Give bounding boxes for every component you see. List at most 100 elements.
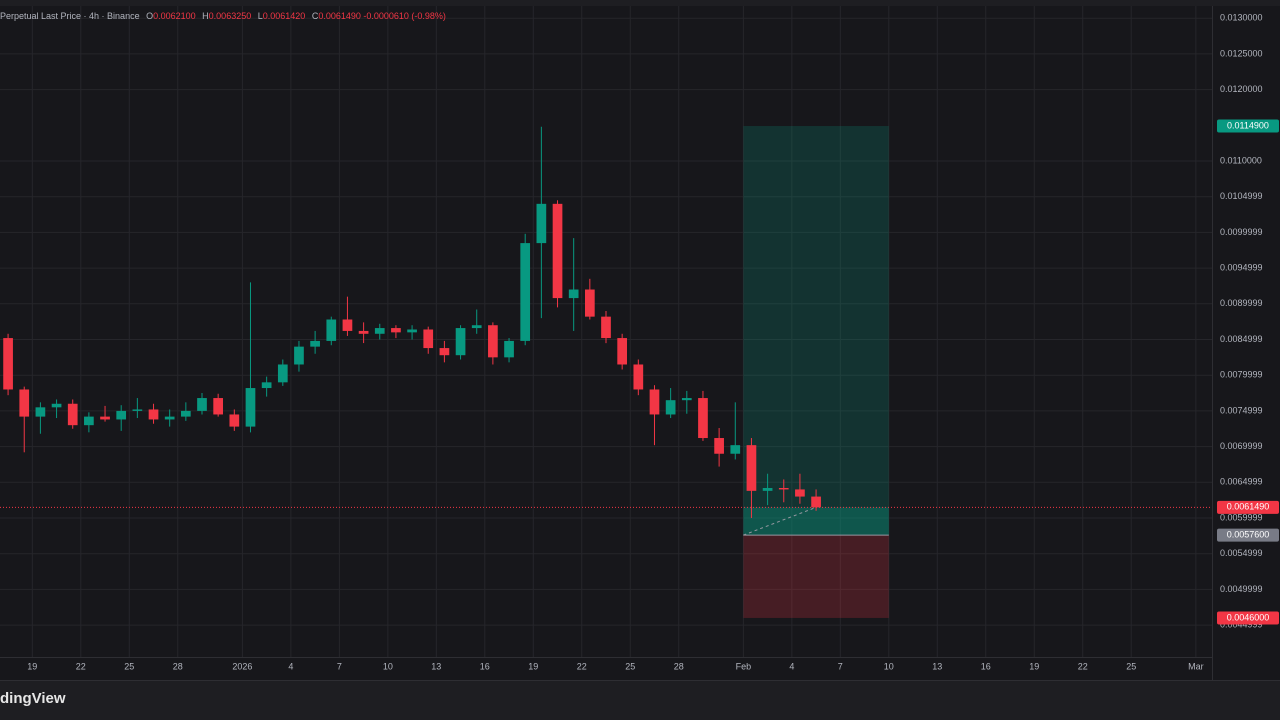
x-tick-label: 22: [577, 661, 587, 671]
x-tick-label: 16: [480, 661, 490, 671]
x-tick-label: 19: [1029, 661, 1039, 671]
legend-value: 0.0061490: [318, 11, 361, 21]
candle-body: [795, 489, 805, 497]
candle-body: [213, 398, 224, 415]
candle-body: [294, 346, 304, 365]
open-profit: [743, 507, 889, 536]
y-tick-label: 0.0074999: [1220, 405, 1263, 415]
y-tick-label: 0.0069999: [1220, 441, 1263, 451]
legend-key: O: [146, 11, 154, 21]
candle-body: [778, 488, 789, 490]
price-badge-label: 0.0114900: [1227, 120, 1269, 130]
price-badge: [1217, 528, 1279, 542]
x-tick-label: 7: [838, 661, 843, 671]
candle-body: [536, 203, 547, 244]
x-tick-label: 10: [884, 661, 894, 671]
legend-value: 0.0062100: [153, 11, 196, 21]
candle-body: [261, 382, 272, 389]
candle-body: [730, 445, 741, 454]
y-tick-label: 0.0059999: [1220, 512, 1263, 522]
x-tick-label: 4: [288, 661, 293, 671]
trade-path: [743, 506, 817, 536]
candle-body: [811, 496, 821, 508]
candle-body: [681, 398, 692, 401]
x-tick-label: 22: [1078, 661, 1088, 671]
y-tick-label: 0.0079999: [1220, 370, 1263, 380]
candle-body: [488, 325, 498, 358]
candle-body: [649, 389, 660, 415]
x-tick-label: 2026: [232, 661, 252, 671]
candle-body: [164, 416, 175, 420]
footer: dingView: [0, 680, 1280, 720]
candle-body: [455, 328, 466, 356]
x-tick-label: 4: [789, 661, 794, 671]
candle-body: [746, 445, 757, 491]
brand[interactable]: dingView: [0, 690, 66, 707]
candle-body: [552, 203, 563, 299]
candle-body: [423, 329, 434, 349]
candle-body: [358, 330, 369, 334]
candle-body: [3, 338, 13, 390]
legend-key: C: [311, 11, 319, 21]
candle-body: [762, 488, 773, 491]
legend-value: 0.0063250: [208, 11, 252, 21]
legend-key: H: [202, 11, 209, 21]
symbol: Perpetual Last Price · 4h · Binance: [0, 11, 140, 21]
x-tick-label: 22: [76, 661, 86, 671]
y-tick-label: 0.0049999: [1220, 584, 1263, 594]
y-tick-label: 0.0110000: [1220, 155, 1262, 165]
candle-body: [698, 398, 708, 439]
price-badge: [1217, 119, 1279, 133]
candle-body: [67, 403, 78, 426]
x-tick-label: 25: [124, 661, 134, 671]
candle-body: [245, 388, 256, 427]
candle-body: [714, 438, 724, 454]
x-tick-label: 19: [27, 661, 37, 671]
x-tick-label: 25: [1126, 661, 1136, 671]
y-tick-label: 0.0044999: [1220, 619, 1263, 629]
price-badge: [1217, 611, 1279, 625]
price-badge: [1217, 500, 1279, 514]
x-tick-label: 28: [674, 661, 684, 671]
x-tick-label: Mar: [1188, 661, 1204, 671]
x-tick-label: Feb: [736, 661, 752, 671]
y-tick-label: 0.0064999: [1220, 477, 1263, 487]
candle-body: [51, 403, 62, 408]
candle-body: [310, 340, 320, 347]
legend-key: L: [257, 11, 263, 21]
candle-body: [277, 364, 288, 383]
candle-body: [439, 348, 450, 356]
x-tick-label: 7: [337, 661, 342, 671]
y-tick-label: 0.0099999: [1220, 227, 1263, 237]
candle-body: [148, 409, 159, 420]
candle-body: [180, 410, 191, 417]
candle-body: [35, 407, 46, 417]
legend-change: -0.0000610 (-0.98%): [363, 11, 446, 21]
y-tick-label: 0.0089999: [1220, 298, 1263, 308]
price-badge-label: 0.0061490: [1227, 502, 1270, 512]
candle-body: [132, 409, 143, 411]
candle-body: [391, 328, 401, 333]
candle-body: [584, 289, 595, 317]
x-tick-label: 10: [383, 661, 393, 671]
y-tick-label: 0.0054999: [1220, 548, 1263, 558]
chart: 0.0130000 0.0125000 0.0120000 0.0110000 0.01…: [0, 6, 1279, 680]
x-tick-label: 25: [625, 661, 635, 671]
y-tick-label: 0.0120000: [1220, 84, 1263, 94]
candle-body: [374, 328, 385, 334]
candle-body: [407, 329, 417, 333]
candle-body: [633, 364, 644, 390]
candle-body: [100, 416, 110, 420]
candle-body: [665, 400, 676, 415]
x-tick-label: 19: [528, 661, 538, 671]
candle-body: [520, 243, 531, 341]
candle-body: [229, 414, 240, 427]
candle-body: [601, 316, 611, 339]
y-tick-label: 0.0084999: [1220, 334, 1263, 344]
candle-body: [568, 289, 579, 299]
candle-body: [504, 340, 514, 358]
x-tick-label: 13: [932, 661, 942, 671]
y-tick-label: 0.0094999: [1220, 262, 1263, 272]
candle-body: [471, 325, 482, 329]
price-badge-label: 0.0057600: [1227, 529, 1270, 539]
